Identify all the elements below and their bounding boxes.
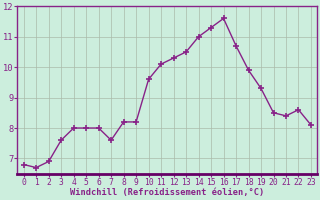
X-axis label: Windchill (Refroidissement éolien,°C): Windchill (Refroidissement éolien,°C) bbox=[70, 188, 264, 197]
